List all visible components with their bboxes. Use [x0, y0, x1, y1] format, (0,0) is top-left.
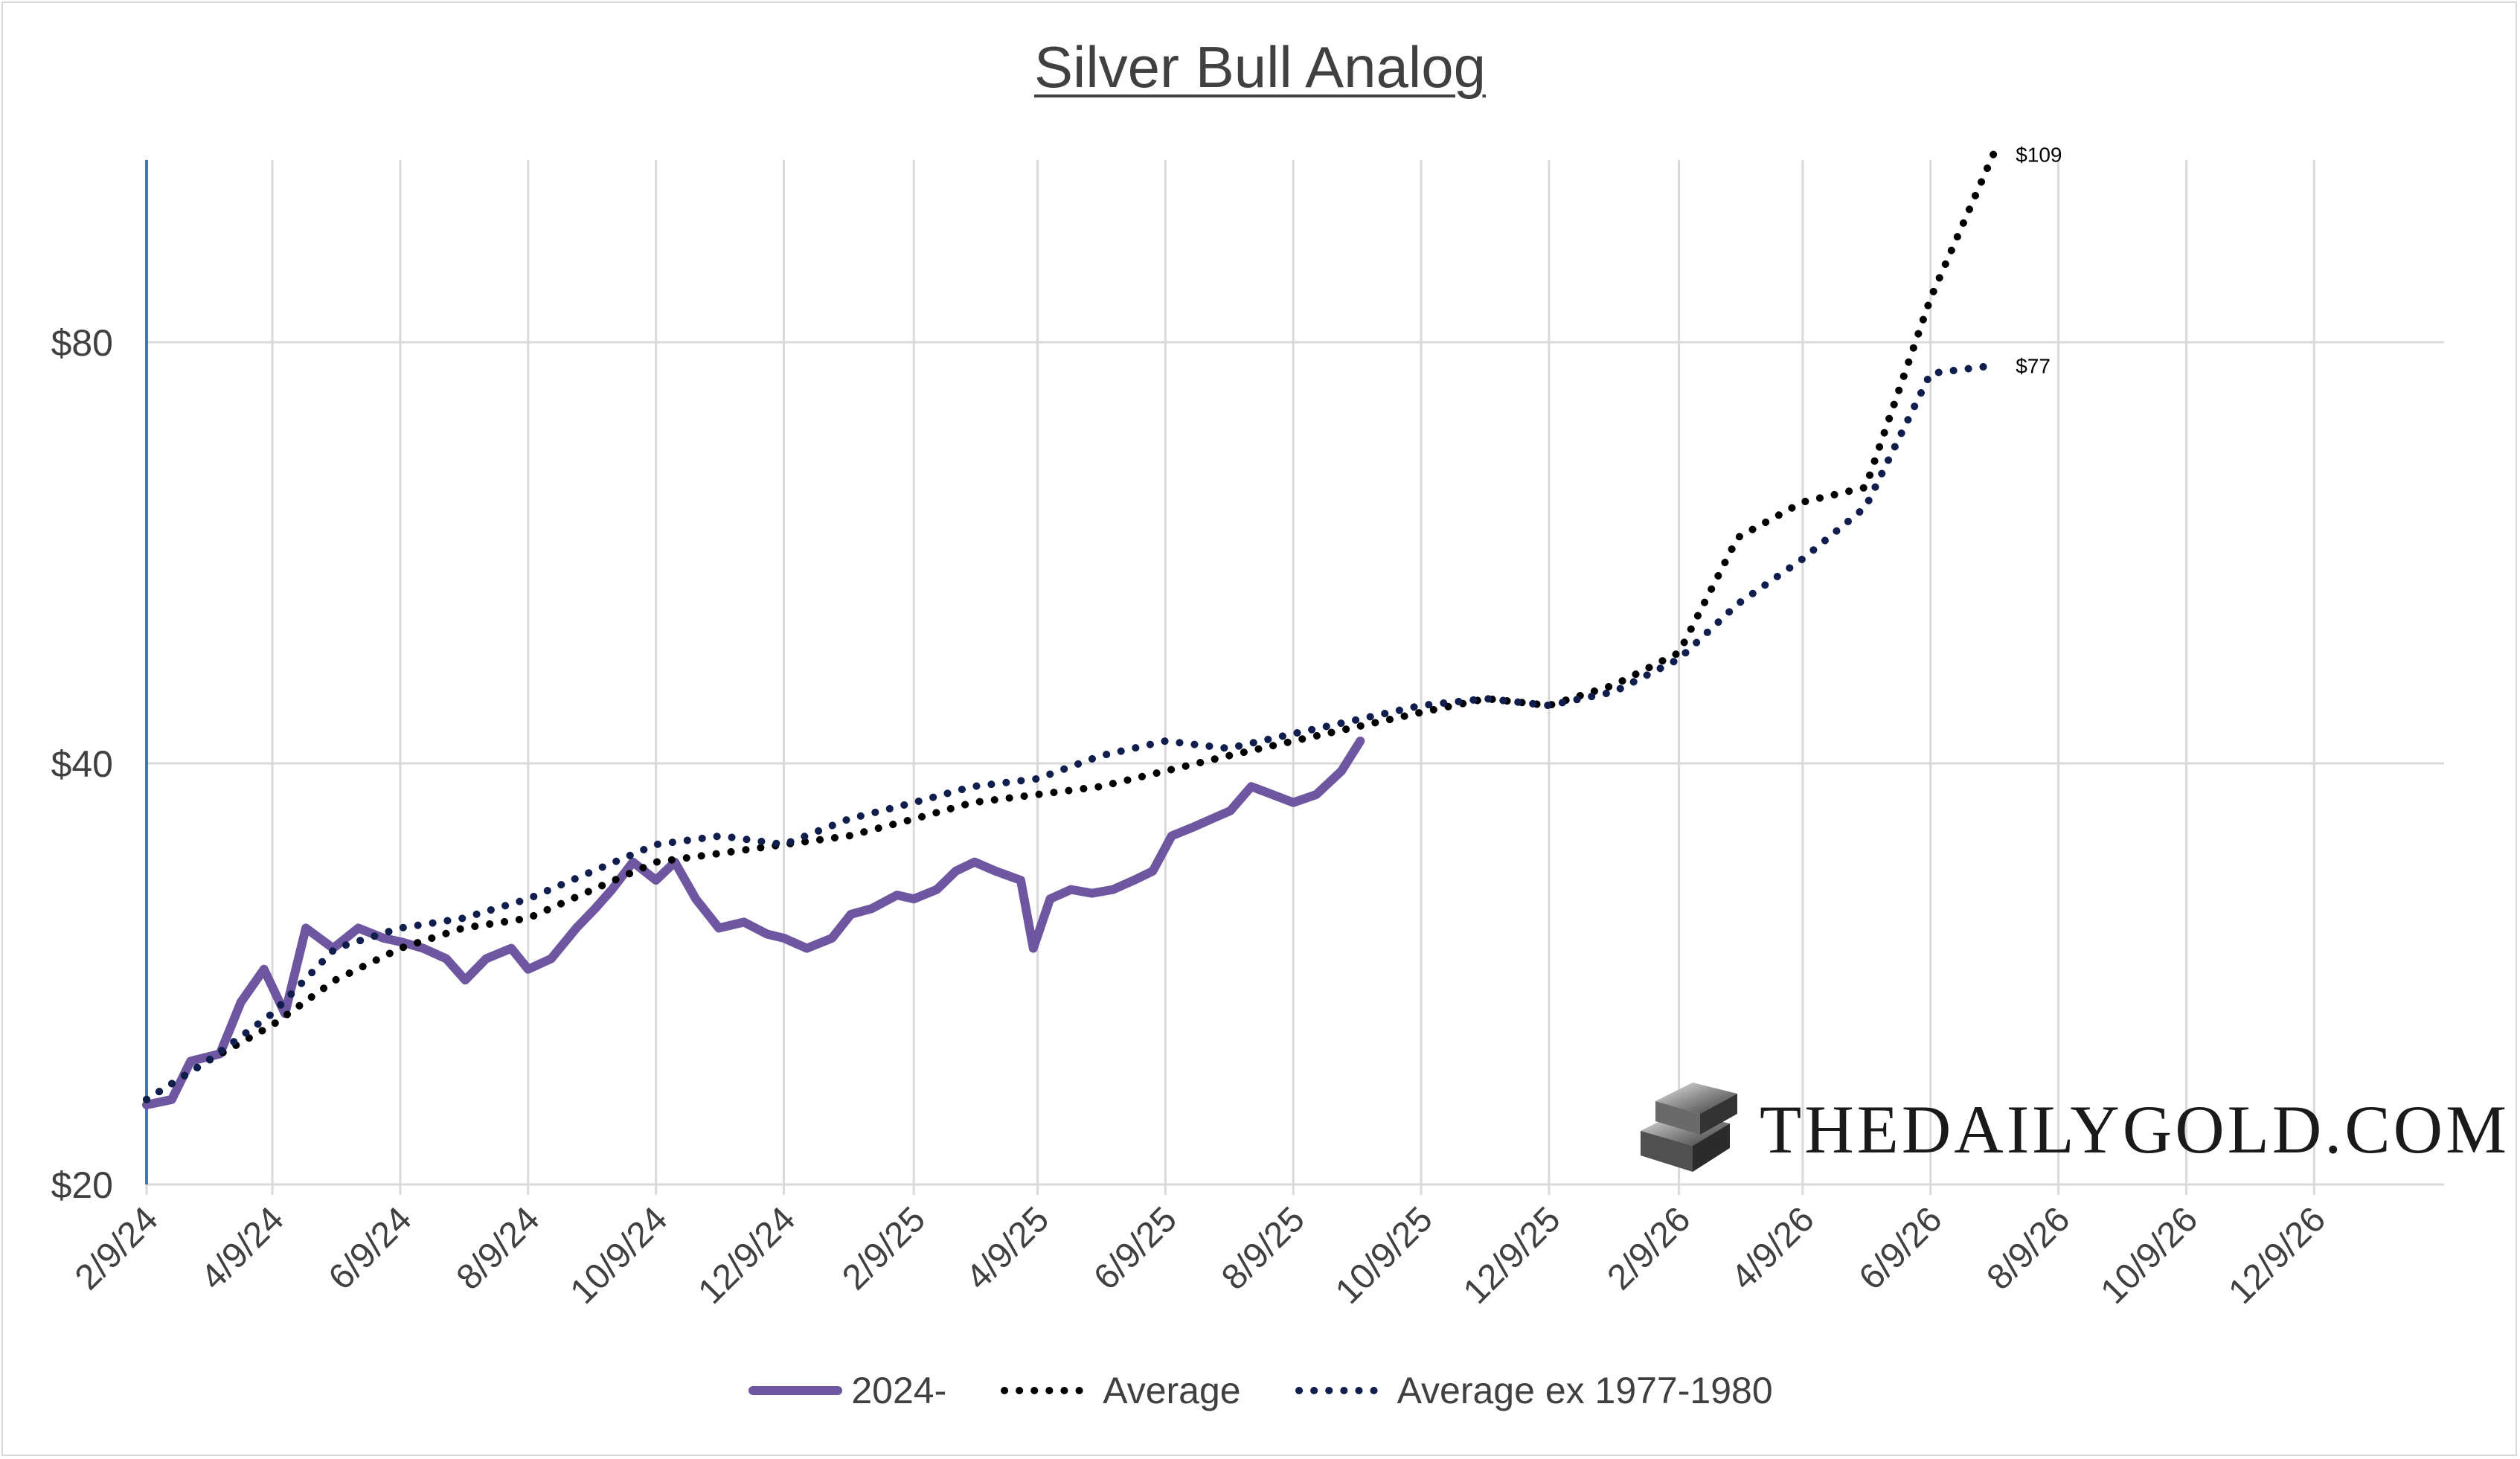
legend: 2024- Average Average ex 1977-1980 [0, 1369, 2520, 1412]
legend-label: 2024- [851, 1370, 947, 1411]
y-tick-label: $80 [51, 322, 113, 364]
x-tick-label: 6/9/26 [1852, 1199, 1950, 1298]
x-tick-label: 4/9/26 [1724, 1199, 1822, 1298]
x-tick-label: 6/9/24 [321, 1199, 420, 1298]
x-tick-label: 6/9/25 [1086, 1199, 1184, 1298]
legend-item: Average ex 1977-1980 [1293, 1369, 1773, 1412]
x-tick-label: 2/9/25 [835, 1199, 933, 1298]
series-line-0 [142, 737, 1365, 1109]
watermark-text: THEDAILYGOLD.COM [1760, 1091, 2510, 1167]
legend-swatch [1295, 1387, 1388, 1394]
legend-item: Average [998, 1369, 1241, 1412]
series-line-2 [143, 362, 1998, 1103]
x-tick-label: 10/9/25 [1328, 1199, 1440, 1312]
x-tick-label: 8/9/26 [1980, 1199, 2078, 1298]
x-tick-label: 4/9/25 [958, 1199, 1057, 1298]
end-value-label: $109 [2016, 143, 2062, 166]
gridlines [147, 160, 2444, 1186]
x-tick-label: 2/9/26 [1600, 1199, 1699, 1298]
legend-item: 2024- [747, 1369, 946, 1412]
legend-label: Average [1103, 1370, 1241, 1411]
x-tick-label: 4/9/24 [193, 1199, 292, 1298]
chart-title: Silver Bull Analog [1033, 34, 1486, 100]
gold-bars-icon [1641, 1083, 1737, 1172]
legend-label: Average ex 1977-1980 [1397, 1370, 1773, 1411]
y-tick-label: $40 [51, 743, 113, 785]
y-tick-label: $20 [51, 1164, 113, 1206]
legend-swatch [748, 1386, 843, 1395]
watermark: THEDAILYGOLD.COM [1626, 1060, 2507, 1187]
axes [145, 160, 2315, 1195]
legend-swatch [1001, 1387, 1094, 1394]
series-layer [142, 150, 1998, 1109]
x-tick-label: 10/9/24 [563, 1199, 676, 1312]
series-line-1 [143, 150, 1998, 1103]
x-tick-label: 12/9/25 [1456, 1199, 1568, 1312]
end-value-label: $77 [2016, 354, 2051, 377]
x-tick-label: 12/9/24 [691, 1199, 804, 1312]
x-tick-label: 8/9/24 [449, 1199, 548, 1298]
x-tick-label: 8/9/25 [1214, 1199, 1312, 1298]
x-tick-label: 2/9/24 [68, 1199, 166, 1298]
x-tick-label: 10/9/26 [2093, 1199, 2205, 1312]
x-tick-label: 12/9/26 [2221, 1199, 2333, 1312]
